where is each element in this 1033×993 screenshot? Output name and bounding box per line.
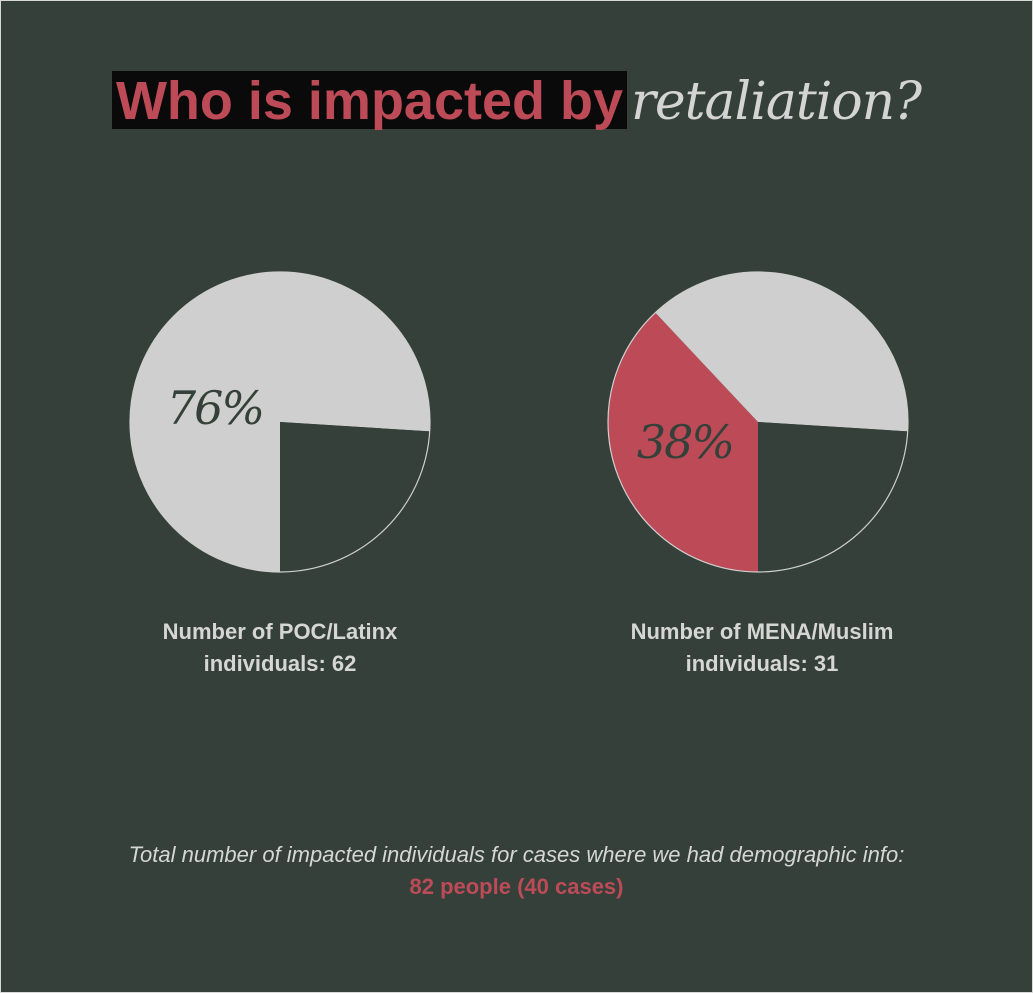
pie-1-caption-line1: Number of POC/Latinx: [162, 619, 398, 644]
pie-2-slice-1: [607, 312, 758, 572]
pie-1-slice-2: [280, 422, 430, 572]
pie-2-slice-2: [655, 272, 908, 432]
pie-2-caption: Number of MENA/Muslim individuals: 31: [582, 616, 942, 680]
footnote-total: 82 people (40 cases): [409, 874, 624, 899]
pie-1-caption-line2: individuals: 62: [203, 651, 357, 676]
title-highlight-text: Who is impacted by: [111, 71, 628, 129]
pie-1-caption: Number of POC/Latinx individuals: 62: [100, 616, 460, 680]
pie-1-outline: [129, 271, 431, 573]
pie-2-percent-label: 38%: [637, 415, 733, 469]
pie-2-slice-3: [758, 422, 908, 572]
pie-1-percent-label: 76%: [167, 381, 263, 435]
pie-2-outline: [607, 271, 909, 573]
footnote: Total number of impacted individuals for…: [1, 839, 1032, 903]
page-title: Who is impacted by retaliation?: [1, 71, 1032, 130]
pie-2-caption-line2: individuals: 31: [685, 651, 839, 676]
pie-1-slice-1: [129, 272, 430, 572]
title-italic-text: retaliation?: [631, 72, 922, 132]
footnote-description: Total number of impacted individuals for…: [128, 842, 905, 867]
pie-2-caption-line1: Number of MENA/Muslim: [630, 619, 894, 644]
